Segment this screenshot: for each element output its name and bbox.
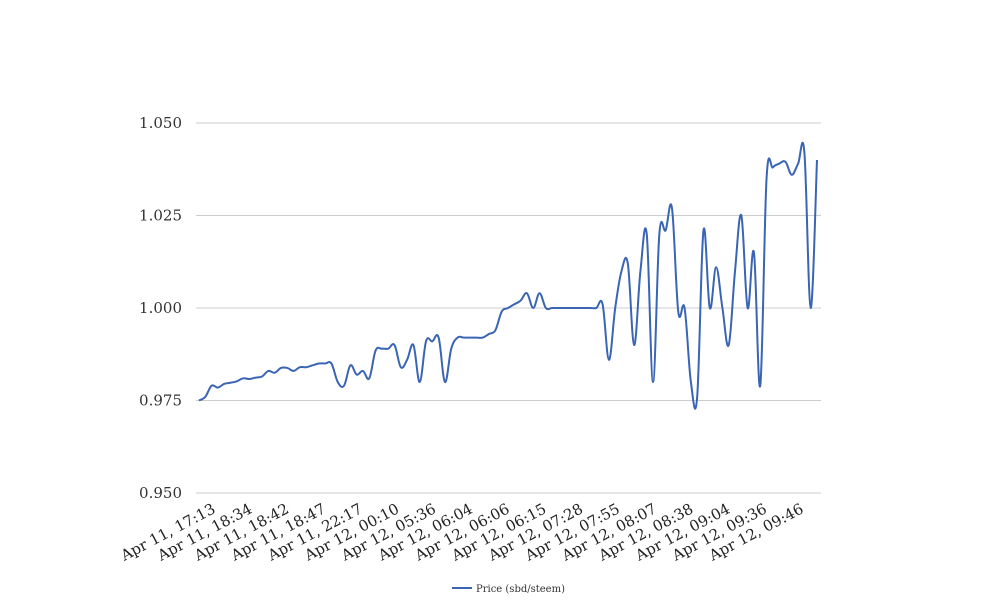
legend[interactable]: Price (sbd/steem) bbox=[452, 584, 565, 595]
y-tick-label: 1.000 bbox=[139, 299, 182, 317]
series-layer bbox=[198, 141, 818, 410]
y-tick-label: 0.975 bbox=[139, 392, 182, 410]
y-tick-label: 0.950 bbox=[139, 484, 182, 502]
legend-label: Price (sbd/steem) bbox=[476, 584, 565, 595]
series-line-price bbox=[198, 141, 818, 410]
y-axis-ticks: 0.950 0.975 1.000 1.025 1.050 bbox=[139, 114, 182, 502]
y-tick-label: 1.050 bbox=[139, 114, 182, 132]
y-tick-label: 1.025 bbox=[139, 207, 182, 225]
